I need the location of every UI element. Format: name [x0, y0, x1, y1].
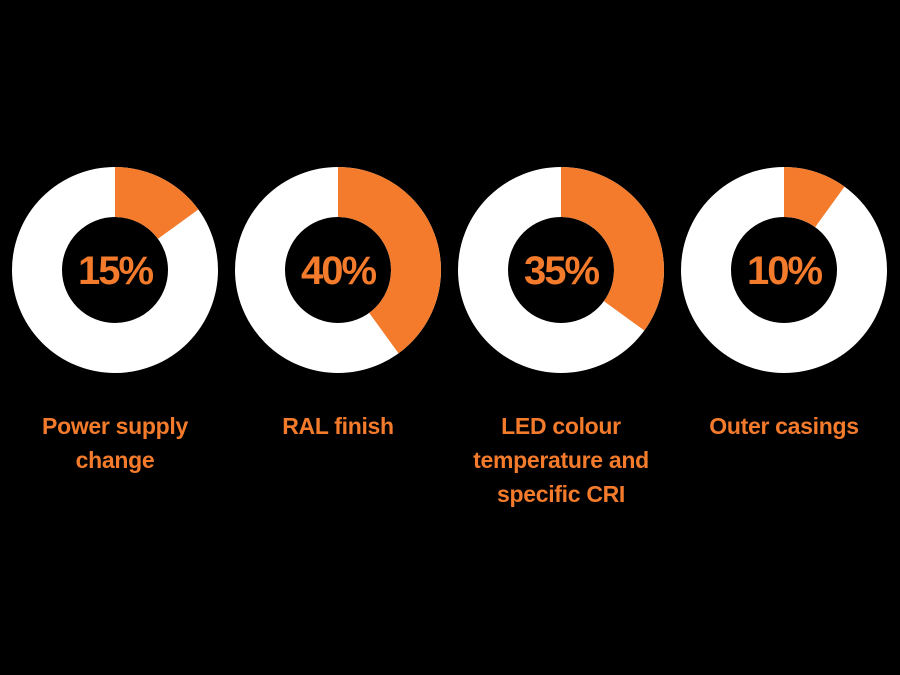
- donut-3: 35% LED colour temperature and specific C…: [458, 167, 664, 511]
- donut-graphic: 40%: [235, 167, 441, 373]
- donut-slice: [784, 167, 845, 228]
- donut-slice: [338, 167, 441, 354]
- donut-value-label: 35%: [524, 249, 599, 293]
- donut-category-label: Power supply change: [42, 413, 188, 473]
- donut-2: 40% RAL finish: [235, 167, 441, 443]
- donut-slice: [561, 167, 664, 331]
- donut-value-label: 15%: [78, 249, 153, 293]
- donut-4: 10% Outer casings: [681, 167, 887, 443]
- donut-value-label: 40%: [301, 249, 376, 293]
- donut-value-label: 10%: [747, 249, 822, 293]
- donut-graphic: 15%: [12, 167, 218, 373]
- donut-slice: [115, 167, 199, 239]
- donut-category-label: LED colour temperature and specific CRI: [473, 413, 649, 507]
- donut-1: 15% Power supply change: [12, 167, 218, 477]
- donut-category-label: RAL finish: [282, 413, 394, 439]
- donut-graphic: 10%: [681, 167, 887, 373]
- donut-category-label: Outer casings: [709, 413, 859, 439]
- donut-graphic: 35%: [458, 167, 664, 373]
